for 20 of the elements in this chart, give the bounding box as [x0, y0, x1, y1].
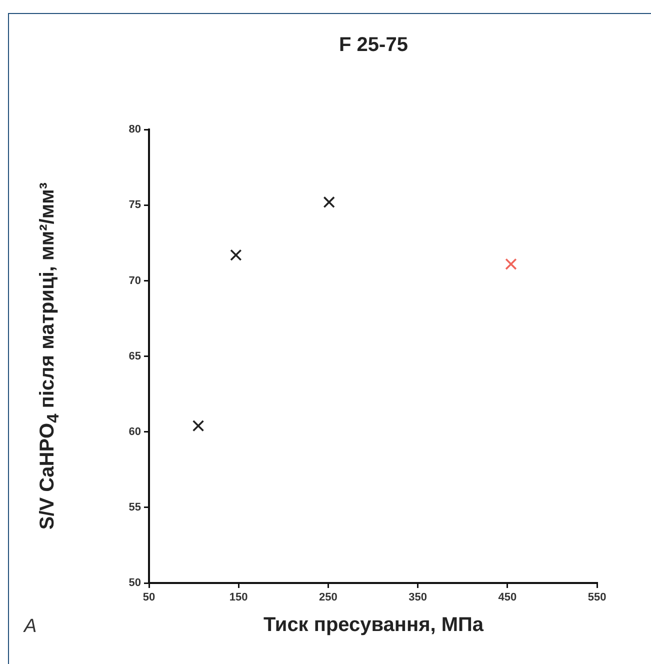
point — [192, 420, 204, 432]
y-tick-label: 70 — [128, 274, 141, 287]
x-tick-label: 250 — [319, 592, 338, 604]
x-tick-label: 50 — [142, 592, 156, 604]
point — [323, 196, 335, 208]
y-tick-label: 65 — [128, 350, 141, 362]
x-axis-title: Тиск пресування, МПа — [262, 614, 485, 637]
y-tick-label: 60 — [128, 426, 141, 438]
x-tick-label: 350 — [408, 592, 427, 604]
point — [230, 249, 242, 261]
y-tick-label: 80 — [128, 124, 141, 136]
x-tick-label: 150 — [229, 592, 248, 604]
x-tick-label: 450 — [498, 592, 517, 604]
x-tick-label: 550 — [588, 592, 606, 604]
text: A — [24, 616, 37, 638]
point — [505, 258, 517, 270]
y-tick-label: 50 — [128, 577, 141, 590]
chart-title: F 25-75 — [338, 34, 409, 57]
y-tick-label: 75 — [128, 199, 141, 212]
y-tick-label: 55 — [128, 501, 141, 514]
